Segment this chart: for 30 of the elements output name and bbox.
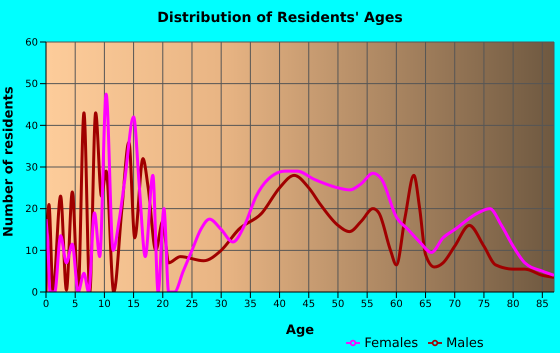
- x-tick-label: 80: [506, 299, 520, 310]
- y-tick-label: 50: [25, 79, 38, 90]
- x-tick-label: 0: [42, 299, 50, 310]
- x-tick-label: 50: [332, 299, 344, 310]
- chart-title: Distribution of Residents' Ages: [156, 10, 404, 26]
- x-axis-title: Age: [286, 323, 314, 338]
- x-tick-label: 30: [214, 299, 228, 310]
- y-tick-label: 10: [25, 246, 38, 257]
- x-tick-label: 60: [390, 299, 403, 310]
- x-tick-label: 15: [127, 299, 140, 310]
- x-tick-label: 65: [419, 299, 432, 310]
- x-tick-label: 10: [98, 299, 111, 310]
- x-tick-label: 5: [72, 299, 78, 310]
- x-tick-label: 20: [156, 299, 170, 310]
- y-axis-title: Number of residents: [2, 86, 17, 237]
- y-tick-label: 40: [25, 120, 38, 132]
- y-tick-label: 20: [25, 204, 38, 216]
- x-tick-label: 25: [186, 299, 198, 310]
- y-tick-label: 30: [25, 162, 38, 174]
- x-tick-label: 75: [478, 299, 490, 310]
- legend-label: Females: [364, 336, 418, 351]
- x-tick-label: 85: [536, 299, 549, 310]
- x-tick-label: 55: [360, 299, 374, 310]
- x-tick-label: 40: [273, 299, 286, 310]
- x-tick-label: 70: [448, 299, 462, 310]
- x-tick-label: 35: [244, 299, 257, 310]
- legend-label: Males: [446, 336, 484, 351]
- y-tick-label: 0: [32, 288, 38, 299]
- y-tick-label: 60: [25, 38, 38, 49]
- x-tick-label: 45: [302, 299, 316, 310]
